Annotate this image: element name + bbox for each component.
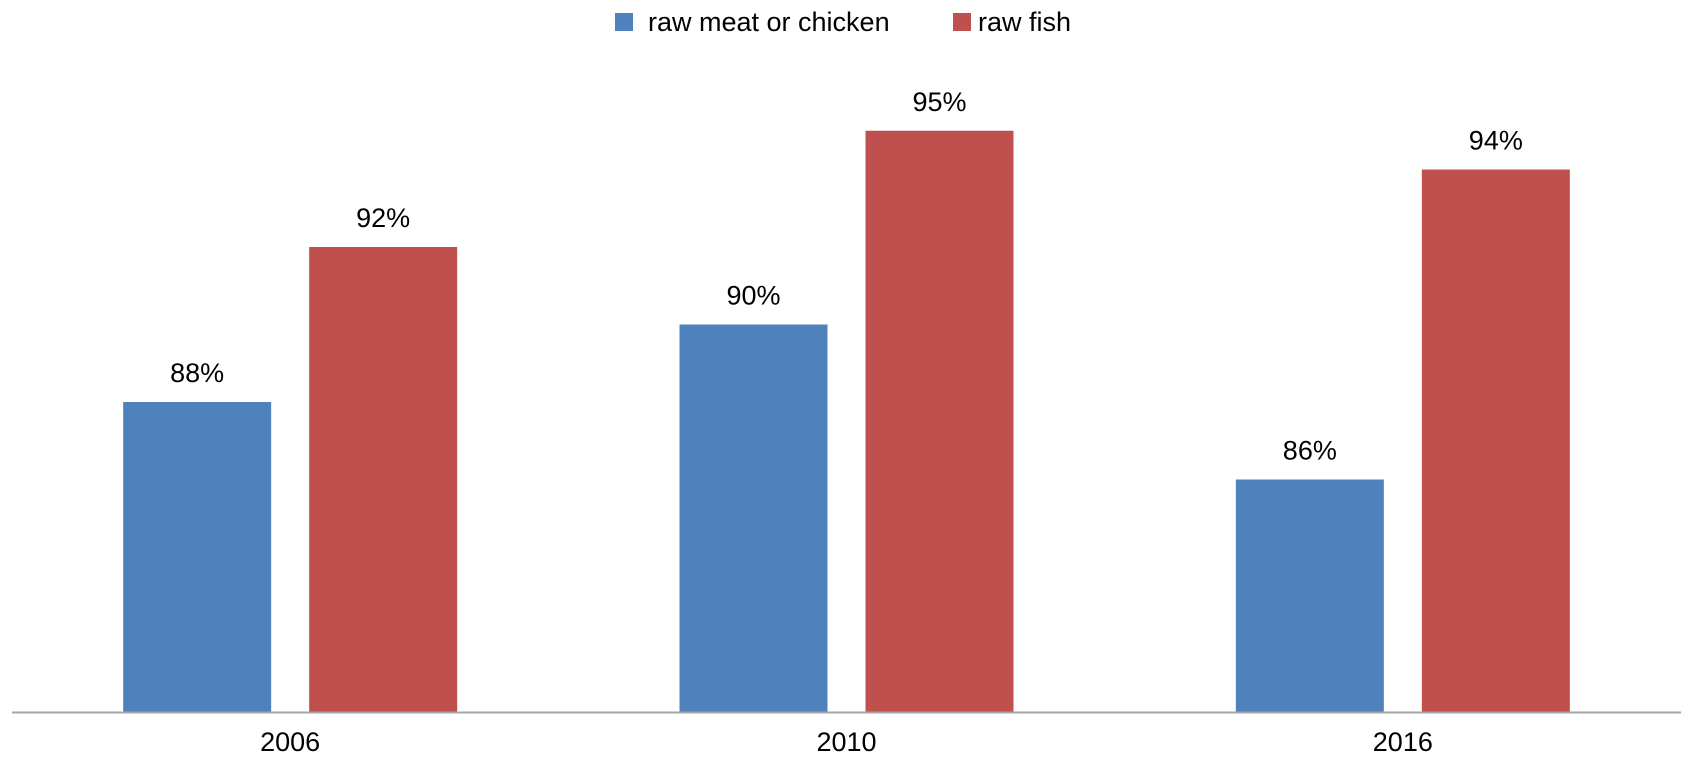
data-label-raw-fish-2006: 92% [356, 203, 410, 233]
legend-label-raw-fish: raw fish [978, 7, 1071, 37]
x-tick-labels: 2006 2010 2016 [260, 727, 1433, 757]
bar-raw-meat-or-chicken-2006 [123, 402, 272, 712]
legend-swatch-raw-meat-or-chicken [615, 13, 633, 31]
legend: raw meat or chicken raw fish [615, 7, 1071, 37]
x-tick-label-2016: 2016 [1373, 727, 1433, 757]
bar-raw-fish-2006 [309, 247, 458, 712]
data-label-raw-meat-or-chicken-2010: 90% [726, 281, 780, 311]
bar-raw-meat-or-chicken-2010 [679, 324, 828, 712]
bar-raw-meat-or-chicken-2016 [1235, 479, 1384, 712]
data-labels: 88% 92% 90% 95% 86% 94% [170, 87, 1523, 466]
bars [123, 130, 1570, 712]
data-label-raw-meat-or-chicken-2016: 86% [1283, 436, 1337, 466]
data-label-raw-meat-or-chicken-2006: 88% [170, 358, 224, 388]
bar-raw-fish-2016 [1421, 169, 1570, 712]
data-label-raw-fish-2010: 95% [912, 87, 966, 117]
legend-label-raw-meat-or-chicken: raw meat or chicken [648, 7, 890, 37]
data-label-raw-fish-2016: 94% [1469, 126, 1523, 156]
bar-raw-fish-2010 [865, 130, 1014, 712]
x-tick-label-2010: 2010 [816, 727, 876, 757]
legend-swatch-raw-fish [953, 13, 971, 31]
x-tick-label-2006: 2006 [260, 727, 320, 757]
